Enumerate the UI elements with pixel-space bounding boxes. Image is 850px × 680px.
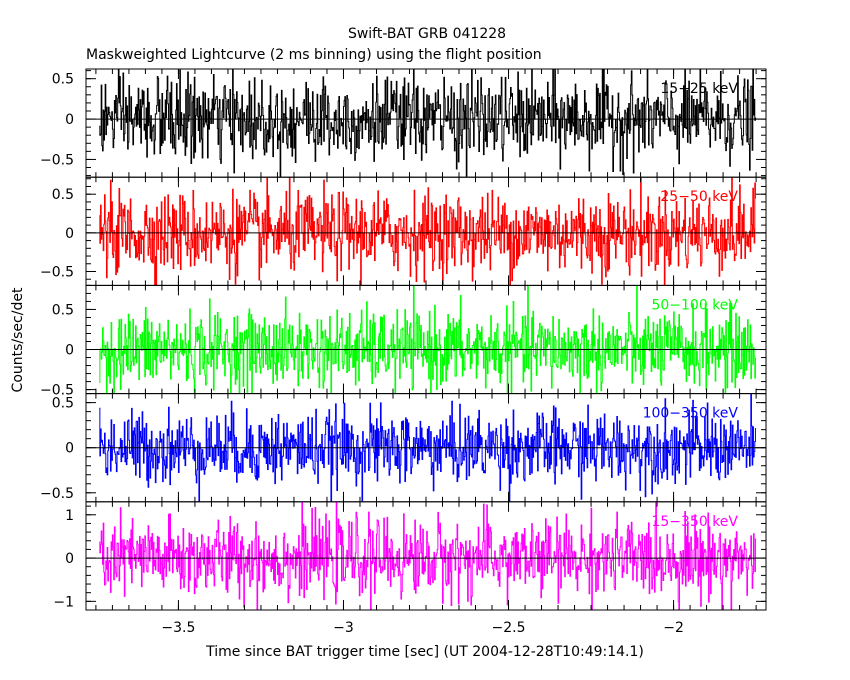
x-tick-label: −3 (333, 620, 354, 636)
band-label: 15−25 keV (660, 81, 738, 97)
y-tick-label: 1 (65, 508, 74, 524)
panel-100-350-kev: 100−350 keV 0.5 0 −0.5 (40, 393, 767, 503)
y-tick-label: −0.5 (40, 486, 74, 502)
chart-title: Swift-BAT GRB 041228 (348, 26, 506, 42)
y-tick-label: −0.5 (40, 383, 74, 399)
band-label: 25−50 keV (660, 189, 738, 205)
y-tick-label: −0.5 (40, 152, 74, 168)
y-tick-label: 0.5 (52, 302, 74, 318)
x-axis-label: Time since BAT trigger time [sec] (UT 20… (205, 644, 644, 660)
x-tick-label: −2.5 (492, 620, 526, 636)
series-line (99, 285, 757, 394)
y-tick-label: 0 (65, 343, 74, 359)
x-tick-label: −2 (663, 620, 684, 636)
y-tick-label: 0 (65, 226, 74, 242)
series-line (99, 501, 757, 610)
panel-25-50-kev: 25−50 keV 0.5 0 −0.5 (40, 176, 767, 286)
band-label: 50−100 keV (651, 297, 738, 313)
y-tick-label: −1 (53, 594, 74, 610)
y-tick-label: −0.5 (40, 264, 74, 280)
y-tick-label: 0.5 (52, 72, 74, 88)
band-label: 15−350 keV (651, 514, 738, 530)
chart-subtitle: Maskweighted Lightcurve (2 ms binning) u… (86, 47, 542, 63)
y-tick-label: 0 (65, 441, 74, 457)
y-tick-label: 0.5 (52, 396, 74, 412)
series-line (99, 69, 757, 178)
panel-50-100-kev: 50−100 keV 0.5 0 −0.5 (40, 284, 767, 399)
y-tick-label: 0.5 (52, 187, 74, 203)
band-label: 100−350 keV (643, 406, 739, 422)
y-tick-label: 0 (65, 551, 74, 567)
y-axis-label: Counts/sec/det (10, 287, 26, 392)
panel-15-25-kev: 15−25 keV 0.5 0 −0.5 (40, 68, 767, 178)
x-tick-label: −3.5 (161, 620, 195, 636)
y-tick-label: 0 (65, 112, 74, 128)
panel-15-350-kev: 15−350 keV 1 0 −1 (53, 501, 767, 611)
